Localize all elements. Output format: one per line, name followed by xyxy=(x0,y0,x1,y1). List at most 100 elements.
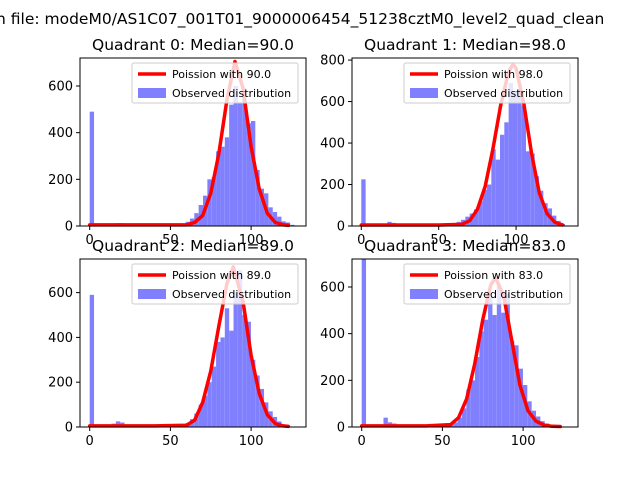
histogram-bar xyxy=(89,111,95,226)
histogram-bar xyxy=(361,259,367,427)
histogram-bar xyxy=(255,375,260,427)
y-tick-label: 200 xyxy=(48,173,73,188)
histogram-bar xyxy=(457,417,462,427)
histogram-bar xyxy=(495,159,500,226)
histogram-bar xyxy=(242,88,247,226)
y-tick-label: 200 xyxy=(48,376,73,391)
x-tick-label: 50 xyxy=(162,233,179,248)
histogram-bar xyxy=(361,179,366,226)
y-tick-label: 400 xyxy=(48,331,73,346)
histogram-bar xyxy=(224,137,230,226)
histogram-bar xyxy=(534,176,539,226)
histogram-bar xyxy=(492,315,497,427)
histogram-bar xyxy=(514,345,519,427)
histogram-bar xyxy=(499,134,505,226)
histogram-bar xyxy=(453,422,458,427)
histogram-bar xyxy=(478,201,483,226)
histogram-bar xyxy=(220,337,225,427)
y-tick-label: 600 xyxy=(320,281,345,296)
axes-frame xyxy=(79,258,307,428)
legend-box xyxy=(131,263,299,305)
x-tick-label: 100 xyxy=(239,434,264,449)
histogram-bar xyxy=(473,209,479,226)
histogram-bar xyxy=(538,190,544,226)
legend-label-poisson: Poission with 98.0 xyxy=(444,68,543,81)
histogram-bar xyxy=(512,91,518,227)
legend-bar-swatch xyxy=(410,289,438,299)
subplot-quadrant-0: 0 50 100 0 200 400 600 Poission with 90.0 Observ… xyxy=(48,36,307,248)
axes-root: 0 50 100 0 200 400 600 Poission with 90.0 Observ… xyxy=(48,36,579,449)
legend-label-poisson: Poission with 89.0 xyxy=(172,269,271,282)
y-tick-label: 0 xyxy=(65,220,73,235)
histogram-bar xyxy=(237,270,243,427)
histogram-bar xyxy=(259,388,265,427)
histogram-bar xyxy=(504,122,509,226)
histogram-bar xyxy=(521,105,526,226)
histogram-bar xyxy=(518,368,523,427)
subplot-quadrant-2: 0 50 100 0 200 400 600 Poission with 89.0 Observ… xyxy=(48,237,307,449)
legend-label-observed: Observed distribution xyxy=(172,87,291,100)
subplot-title: Quadrant 3: Median=83.0 xyxy=(364,237,566,255)
histogram-bar xyxy=(525,151,531,226)
axes-frame xyxy=(79,57,307,227)
histogram-bar xyxy=(229,104,234,226)
histogram-bar xyxy=(255,170,260,226)
histogram-bar xyxy=(475,357,480,427)
histogram-bar xyxy=(479,331,484,427)
histogram-bar xyxy=(272,212,278,226)
histogram-bar xyxy=(250,121,256,226)
histogram-bar xyxy=(89,294,95,427)
histogram-bar xyxy=(466,389,471,427)
y-tick-label: 400 xyxy=(320,327,345,342)
histogram-bar xyxy=(470,380,476,427)
x-tick-label: 100 xyxy=(504,233,529,248)
histogram-bar xyxy=(203,395,208,427)
histogram-bar xyxy=(508,82,513,226)
y-tick-label: 0 xyxy=(337,220,345,235)
histogram-bar xyxy=(505,294,510,427)
histogram-bar xyxy=(211,366,217,427)
x-tick-label: 0 xyxy=(357,233,365,248)
figure-suptitle: n file: modeM0/AS1C07_001T01_9000006454_… xyxy=(0,10,604,29)
histogram-bar xyxy=(242,315,247,427)
subplot-title: Quadrant 2: Median=89.0 xyxy=(92,237,294,255)
legend-label-observed: Observed distribution xyxy=(444,87,563,100)
histogram-bar xyxy=(246,123,251,226)
histogram-bar xyxy=(483,319,489,427)
x-tick-label: 100 xyxy=(239,233,264,248)
legend-bar-swatch xyxy=(410,88,438,98)
histogram-bar xyxy=(501,312,506,427)
legend-box xyxy=(403,263,571,305)
legend-label-observed: Observed distribution xyxy=(444,288,563,301)
subplot-quadrant-1: 0 50 100 0 200 400 600 800 Poission with 98.0 Obs… xyxy=(320,36,579,248)
histogram-bar xyxy=(383,417,388,427)
legend-box xyxy=(131,62,299,104)
y-tick-label: 400 xyxy=(320,137,345,152)
y-tick-label: 600 xyxy=(48,80,73,95)
histogram-bar xyxy=(461,408,467,427)
histogram-bar xyxy=(491,149,496,226)
histogram-bar xyxy=(233,292,238,427)
y-tick-label: 800 xyxy=(320,54,345,69)
histogram-bar xyxy=(277,216,282,226)
x-tick-label: 100 xyxy=(511,434,536,449)
x-tick-label: 0 xyxy=(86,434,94,449)
legend-bar-swatch xyxy=(138,289,166,299)
histogram-bar xyxy=(224,308,230,427)
histogram-bar xyxy=(246,321,251,427)
histogram-bar xyxy=(216,151,221,226)
histogram-bar xyxy=(250,359,256,427)
x-tick-label: 0 xyxy=(358,434,366,449)
histogram-bar xyxy=(509,340,515,427)
histogram-bar xyxy=(233,86,238,226)
y-tick-label: 600 xyxy=(48,286,73,301)
y-tick-label: 0 xyxy=(65,421,73,436)
histogram-bar xyxy=(220,146,225,226)
histogram-bar xyxy=(211,177,217,226)
histogram-bar xyxy=(530,153,535,226)
histogram-bar xyxy=(237,102,243,226)
x-tick-label: 50 xyxy=(434,434,451,449)
histogram-bar xyxy=(207,179,212,226)
x-tick-label: 0 xyxy=(86,233,94,248)
legend-bar-swatch xyxy=(138,88,166,98)
